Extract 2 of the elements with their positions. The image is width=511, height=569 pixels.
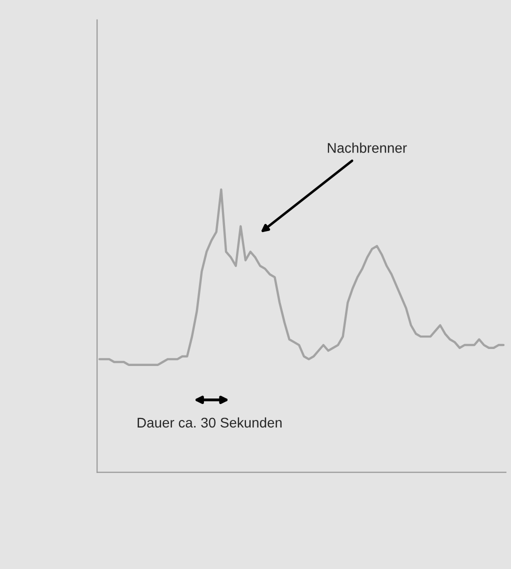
text: Nachbrenner [328,142,407,153]
annotation: Dauer ca. 30 Sekunden [138,417,282,428]
